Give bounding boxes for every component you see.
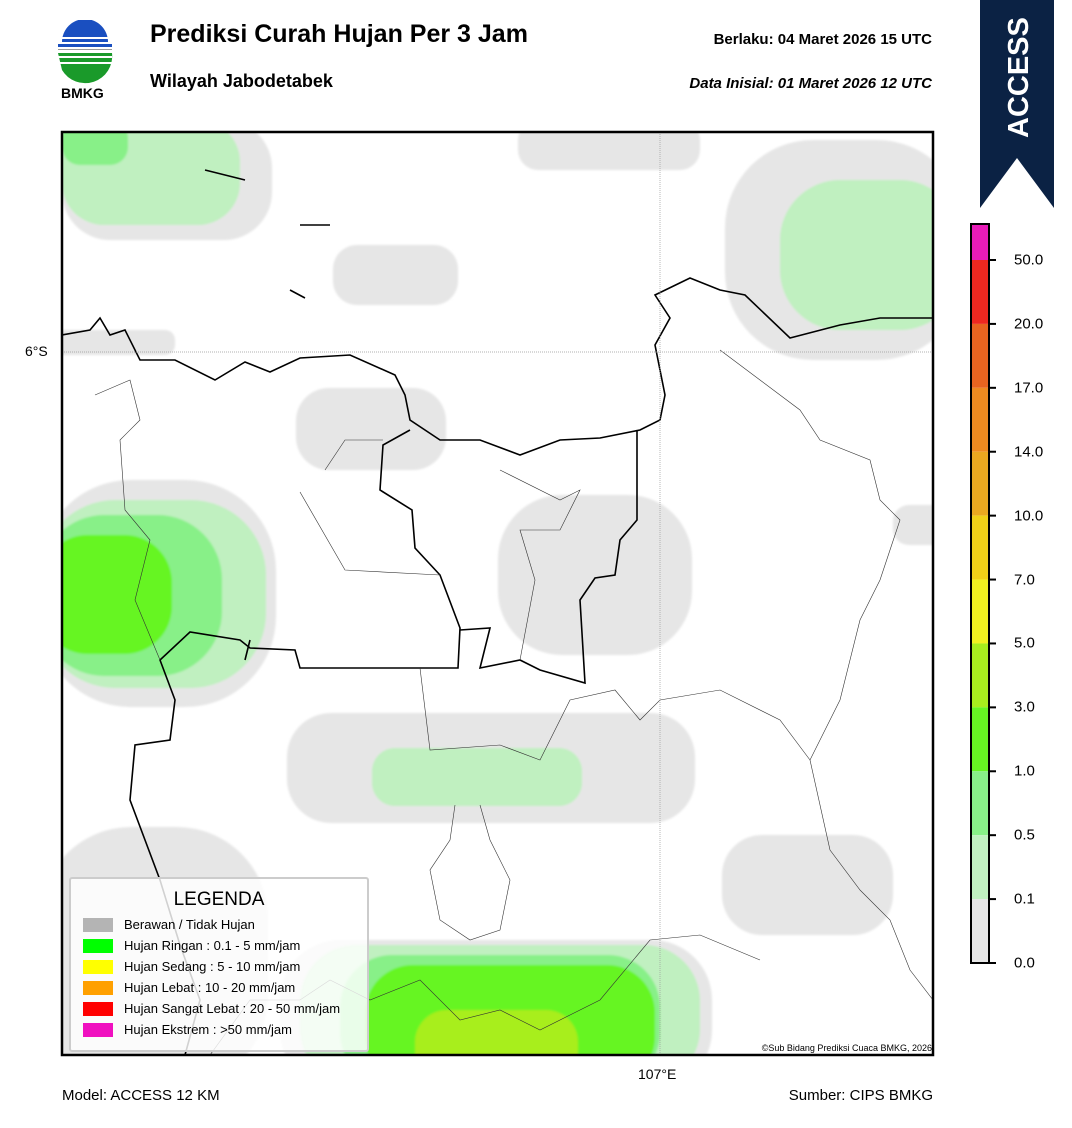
legend-label: Hujan Lebat : 10 - 20 mm/jam	[124, 980, 296, 995]
colorbar	[970, 223, 996, 964]
colorbar-tick-label: 0.5	[1014, 826, 1035, 844]
colorbar-segment	[971, 771, 989, 836]
source-info: Sumber: CIPS BMKG	[788, 1087, 933, 1104]
legend-label: Hujan Ekstrem : >50 mm/jam	[124, 1022, 292, 1037]
rain-area	[62, 330, 175, 355]
colorbar-segment	[971, 387, 989, 452]
rain-area	[333, 245, 458, 305]
legend-item: Hujan Sangat Lebat : 20 - 50 mm/jam	[83, 1001, 340, 1016]
map-frame	[60, 130, 935, 1057]
colorbar-tick-label: 3.0	[1014, 698, 1035, 716]
colorbar-tick-label: 0.0	[1014, 954, 1035, 972]
rain-area	[518, 132, 700, 170]
colorbar-tick-label: 17.0	[1014, 379, 1044, 397]
colorbar-segment	[971, 260, 989, 324]
bmkg-logo-text: BMKG	[61, 85, 104, 101]
colorbar-segment	[971, 643, 989, 708]
bmkg-logo	[58, 20, 113, 84]
colorbar-segment	[971, 835, 989, 900]
legend-swatch	[83, 959, 113, 974]
legend-label: Hujan Sangat Lebat : 20 - 50 mm/jam	[124, 1001, 341, 1016]
page-subtitle: Wilayah Jabodetabek	[150, 71, 333, 91]
copyright: ©Sub Bidang Prediksi Cuaca BMKG, 2026	[761, 1043, 932, 1053]
rain-area	[780, 180, 933, 330]
colorbar-tick-label: 20.0	[1014, 315, 1044, 333]
legend-swatch	[83, 1001, 113, 1016]
colorbar-segment	[971, 707, 989, 772]
legend-item: Hujan Sedang : 5 - 10 mm/jam	[83, 959, 300, 974]
colorbar-tick-label: 0.1	[1014, 890, 1035, 908]
legend-swatch	[83, 938, 113, 953]
colorbar-segment	[971, 515, 989, 580]
access-badge-text: ACCESS	[1003, 17, 1035, 138]
colorbar-segment	[971, 224, 989, 260]
colorbar-segment	[971, 899, 989, 963]
colorbar-segment	[971, 451, 989, 516]
legend-item: Hujan Ringan : 0.1 - 5 mm/jam	[83, 938, 300, 953]
legend-label: Berawan / Tidak Hujan	[124, 917, 255, 932]
coastline	[62, 169, 933, 1055]
rain-area	[415, 1010, 578, 1055]
lat-label: 6°S	[25, 343, 48, 359]
access-badge: ACCESS	[980, 0, 1054, 208]
colorbar-tick-label: 10.0	[1014, 507, 1044, 525]
colorbar-tick-label: 7.0	[1014, 571, 1035, 589]
colorbar-segment	[971, 579, 989, 644]
rain-area	[893, 505, 933, 545]
model-info: Model: ACCESS 12 KM	[62, 1087, 220, 1104]
valid-time: Berlaku: 04 Maret 2026 15 UTC	[713, 31, 932, 48]
legend: LEGENDA Berawan / Tidak Hujan Hujan Ringa…	[69, 877, 369, 1052]
colorbar-tick-label: 5.0	[1014, 634, 1035, 652]
legend-swatch	[83, 1022, 113, 1037]
page-title: Prediksi Curah Hujan Per 3 Jam	[150, 20, 528, 48]
rain-area	[62, 535, 172, 654]
init-time: Data Inisial: 01 Maret 2026 12 UTC	[689, 75, 932, 92]
legend-item: Hujan Ekstrem : >50 mm/jam	[83, 1022, 292, 1037]
legend-title: LEGENDA	[173, 889, 265, 910]
legend-swatch	[83, 980, 113, 995]
colorbar-tick-label: 1.0	[1014, 762, 1035, 780]
legend-label: Hujan Ringan : 0.1 - 5 mm/jam	[124, 938, 301, 953]
colorbar-tick-label: 50.0	[1014, 251, 1044, 269]
rain-area	[372, 748, 582, 806]
colorbar-tick-label: 14.0	[1014, 443, 1044, 461]
rain-area	[498, 495, 692, 655]
legend-label: Hujan Sedang : 5 - 10 mm/jam	[124, 959, 301, 974]
legend-swatch	[83, 917, 113, 932]
legend-item: Berawan / Tidak Hujan	[83, 917, 255, 932]
legend-item: Hujan Lebat : 10 - 20 mm/jam	[83, 980, 295, 995]
lon-label: 107°E	[638, 1066, 677, 1082]
rain-area	[62, 132, 128, 165]
colorbar-segment	[971, 323, 989, 388]
rain-area	[722, 835, 893, 935]
